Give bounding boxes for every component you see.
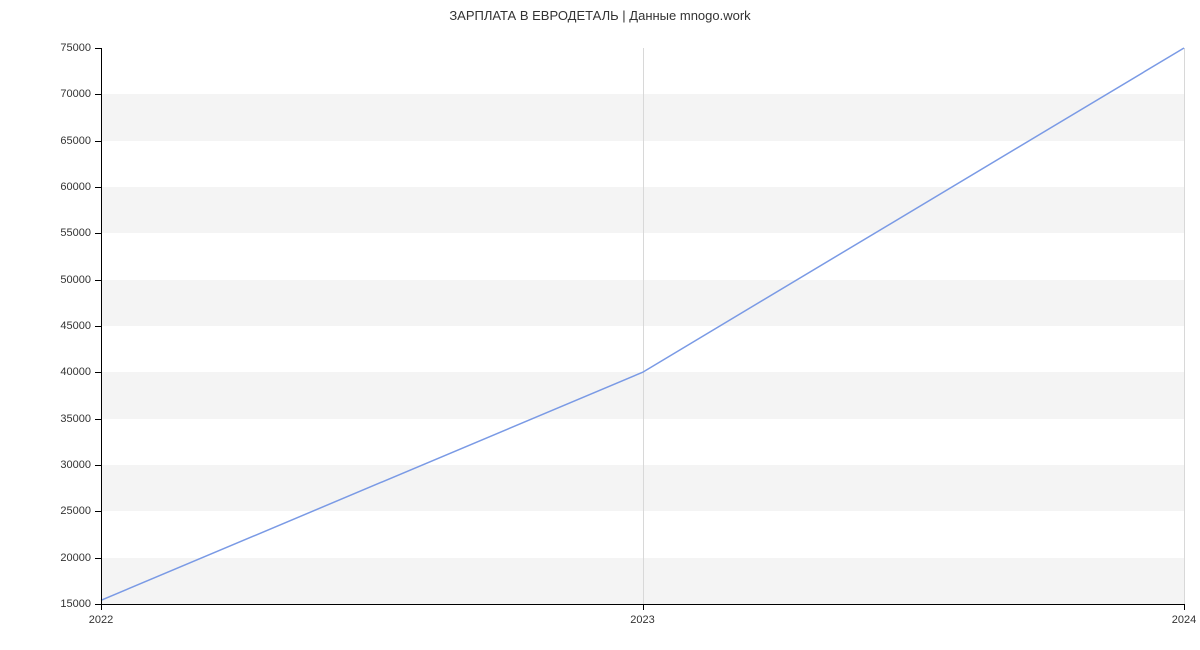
y-tick bbox=[95, 511, 101, 512]
y-tick-label: 30000 bbox=[60, 459, 91, 471]
plot-area: 1500020000250003000035000400004500050000… bbox=[101, 48, 1184, 604]
y-tick-label: 75000 bbox=[60, 42, 91, 54]
y-tick-label: 55000 bbox=[60, 227, 91, 239]
x-tick bbox=[643, 604, 644, 610]
x-tick bbox=[101, 604, 102, 610]
y-tick-label: 45000 bbox=[60, 320, 91, 332]
series-line bbox=[101, 48, 1184, 604]
y-tick-label: 50000 bbox=[60, 274, 91, 286]
y-tick-label: 35000 bbox=[60, 413, 91, 425]
y-tick bbox=[95, 187, 101, 188]
y-tick-label: 65000 bbox=[60, 135, 91, 147]
y-tick-label: 60000 bbox=[60, 181, 91, 193]
y-tick bbox=[95, 141, 101, 142]
y-tick-label: 15000 bbox=[60, 598, 91, 610]
y-axis-line bbox=[101, 48, 102, 604]
y-tick-label: 70000 bbox=[60, 88, 91, 100]
y-tick bbox=[95, 233, 101, 234]
salary-line-chart: ЗАРПЛАТА В ЕВРОДЕТАЛЬ | Данные mnogo.wor… bbox=[0, 0, 1200, 650]
x-tick bbox=[1184, 604, 1185, 610]
x-tick-label: 2022 bbox=[89, 614, 113, 626]
y-tick-label: 25000 bbox=[60, 505, 91, 517]
y-tick bbox=[95, 48, 101, 49]
y-tick bbox=[95, 465, 101, 466]
chart-title: ЗАРПЛАТА В ЕВРОДЕТАЛЬ | Данные mnogo.wor… bbox=[0, 8, 1200, 23]
x-tick-label: 2024 bbox=[1172, 614, 1196, 626]
y-tick bbox=[95, 326, 101, 327]
y-tick bbox=[95, 419, 101, 420]
y-tick-label: 40000 bbox=[60, 366, 91, 378]
y-tick-label: 20000 bbox=[60, 552, 91, 564]
y-tick bbox=[95, 94, 101, 95]
x-tick-label: 2023 bbox=[630, 614, 654, 626]
y-tick bbox=[95, 280, 101, 281]
y-tick bbox=[95, 558, 101, 559]
x-gridline bbox=[1184, 48, 1185, 604]
y-tick bbox=[95, 372, 101, 373]
